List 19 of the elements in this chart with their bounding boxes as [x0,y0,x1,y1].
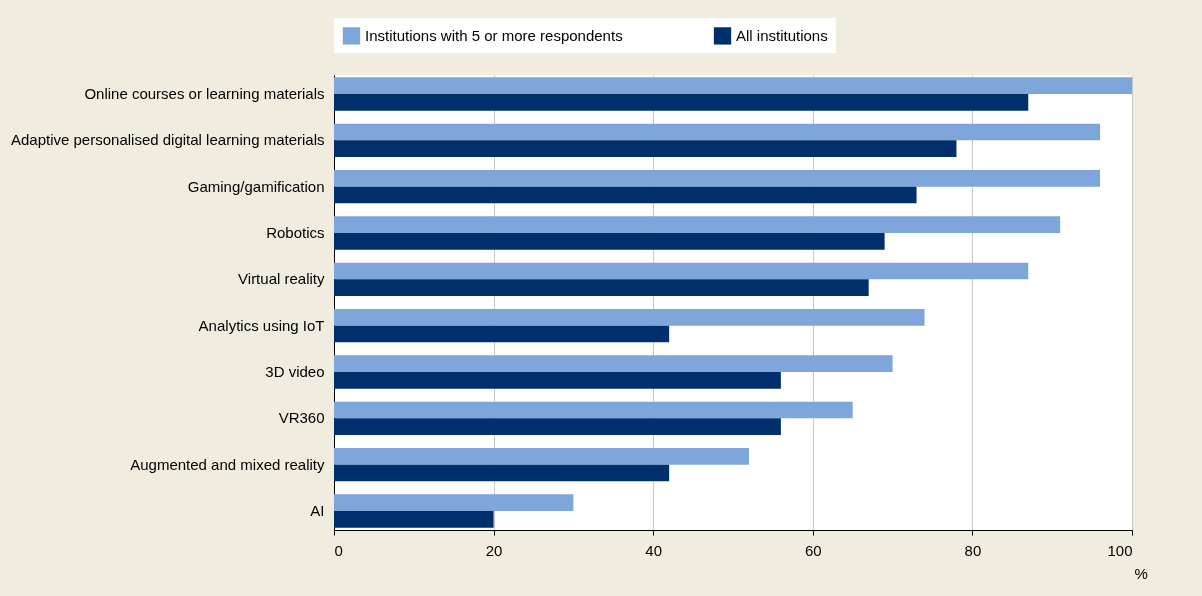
y-tick-label: Gaming/gamification [187,177,325,195]
y-tick-label: VR360 [278,409,325,427]
x-axis-title: % [1134,564,1148,582]
y-tick-label: Robotics [266,224,325,241]
y-tick-label: Adaptive personalised digital learning materials [10,131,325,149]
y-tick-label: 3D video [265,363,325,380]
y-tick-label: Analytics using IoT [198,316,325,334]
x-tick-label: 40 [645,541,663,559]
y-tick-label: Augmented and mixed reality [130,455,325,473]
y-tick-label: AI [310,502,325,519]
x-tick-label: 60 [804,541,822,559]
x-tick-label: 80 [964,541,982,559]
legend-label: All institutions [736,26,828,44]
x-tick-label: 0 [334,541,343,559]
y-tick-label: Virtual reality [238,270,325,288]
x-tick-label: 100 [1107,541,1133,559]
y-tick-label: Online courses or learning materials [84,85,325,102]
legend-label: Institutions with 5 or more respondents [365,26,623,44]
x-tick-label: 20 [485,541,503,559]
